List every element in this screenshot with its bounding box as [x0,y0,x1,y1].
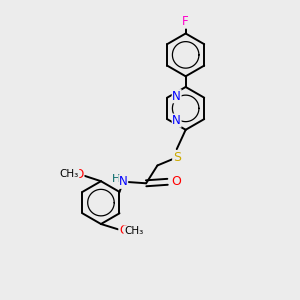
Text: O: O [75,168,84,181]
Text: O: O [171,175,181,188]
Text: N: N [172,90,181,103]
Text: N: N [119,175,128,188]
Text: CH₃: CH₃ [59,169,79,179]
Text: S: S [173,151,181,164]
Text: CH₃: CH₃ [124,226,143,236]
Text: H: H [112,174,121,184]
Text: N: N [172,114,181,127]
Text: O: O [119,224,128,237]
Text: F: F [182,15,189,28]
